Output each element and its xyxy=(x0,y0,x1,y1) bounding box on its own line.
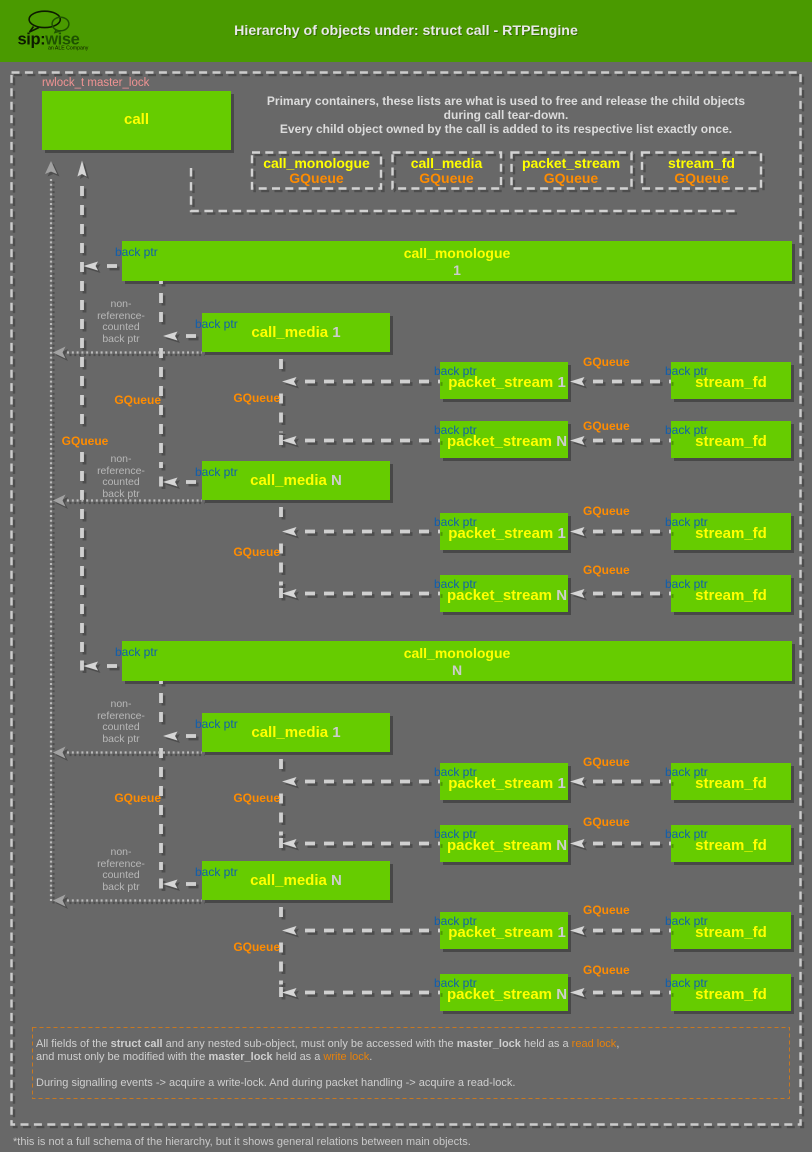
svg-text:an ALE Company: an ALE Company xyxy=(48,46,89,52)
svg-text:sip:wise: sip:wise xyxy=(18,31,80,49)
